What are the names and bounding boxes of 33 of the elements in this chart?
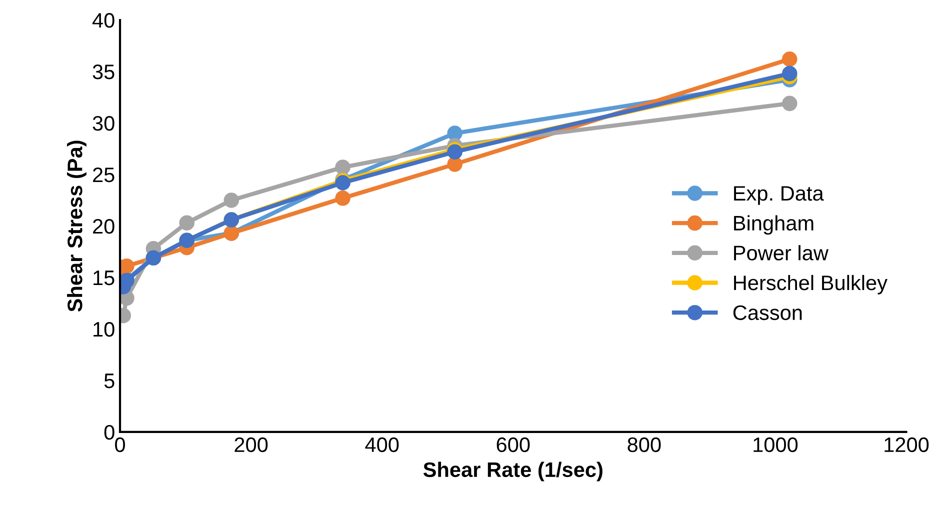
x-axis-title: Shear Rate (1/sec) <box>423 462 602 482</box>
y-tick-label: 40 <box>92 13 114 28</box>
y-axis-title: Shear Stress (Pa) <box>67 140 86 312</box>
point <box>782 96 798 112</box>
y-tick-label: 20 <box>93 218 114 234</box>
legend-label: Casson <box>733 305 802 320</box>
y-tick-label: 25 <box>93 167 114 182</box>
x-tick-label: 600 <box>496 437 530 452</box>
legend-label: Power law <box>734 245 829 260</box>
x-tick-label: 0 <box>115 437 125 452</box>
point <box>224 192 240 208</box>
legend-label: Herschel Bulkley <box>734 274 888 294</box>
y-tick-label: 5 <box>104 374 114 388</box>
y-tick-label: 10 <box>94 322 114 337</box>
point <box>782 52 798 67</box>
point <box>335 190 350 206</box>
x-tick-label: 1200 <box>884 437 929 452</box>
point <box>447 126 462 141</box>
legend-label: Bingham <box>734 215 814 235</box>
y-tick-label: 35 <box>92 64 114 80</box>
point <box>782 66 798 82</box>
point <box>447 156 462 172</box>
y-tick-label: 0 <box>104 424 114 440</box>
y-tick-label: 15 <box>94 270 114 286</box>
point <box>179 215 194 231</box>
point <box>335 160 350 175</box>
legend-label: Exp. Data <box>734 186 824 205</box>
x-tick-label: 200 <box>234 437 268 452</box>
x-tick-label: 1000 <box>754 437 798 452</box>
x-tick-label: 400 <box>365 437 399 452</box>
x-tick-label: 800 <box>628 437 661 452</box>
point <box>120 258 134 274</box>
y-tick-label: 30 <box>92 116 114 131</box>
